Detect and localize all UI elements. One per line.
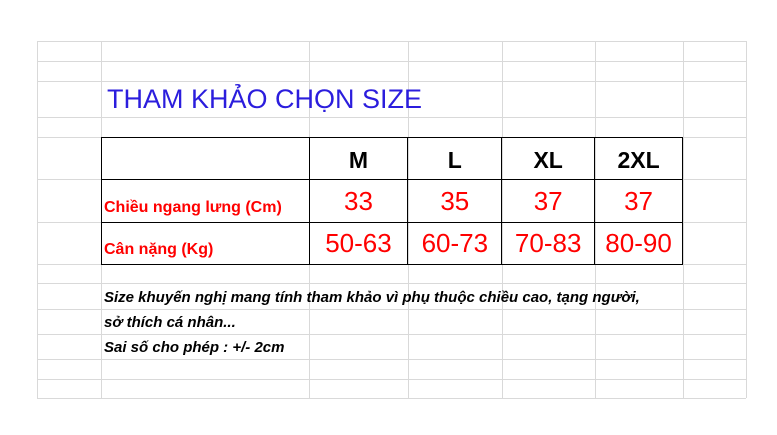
size-header: 2XL (594, 137, 683, 180)
gridline (746, 41, 747, 398)
size-header: XL (501, 137, 596, 180)
gridline (37, 41, 38, 398)
empty-cell (101, 137, 310, 180)
value-cell: 35 (407, 179, 503, 223)
value-cell: 33 (308, 179, 409, 223)
value-cell: 60-73 (407, 222, 503, 265)
gridline (37, 398, 746, 399)
gridline (37, 334, 746, 335)
note-line: Size khuyến nghị mang tính tham khảo vì … (104, 289, 640, 306)
row-label: Chiều ngang lưng (Cm) (101, 179, 310, 223)
value-cell: 70-83 (501, 222, 596, 265)
size-header: M (308, 137, 409, 180)
value-cell: 80-90 (594, 222, 683, 265)
note-line: sở thích cá nhân... (104, 314, 236, 331)
gridline (37, 359, 746, 360)
value-cell: 37 (594, 179, 683, 223)
note-line: Sai số cho phép : +/- 2cm (104, 339, 285, 356)
size-header: L (407, 137, 503, 180)
table-row: Chiều ngang lưng (Cm) 33 35 37 37 (101, 179, 683, 223)
page-title: THAM KHẢO CHỌN SIZE (107, 84, 423, 114)
row-label: Cân nặng (Kg) (101, 222, 310, 265)
table-header-row: M L XL 2XL (101, 137, 683, 180)
value-cell: 37 (501, 179, 596, 223)
gridline (37, 61, 746, 62)
gridline (37, 41, 746, 42)
gridline (37, 379, 746, 380)
size-table: M L XL 2XL Chiều ngang lưng (Cm) 33 35 3… (101, 137, 683, 265)
gridline (37, 283, 746, 284)
gridline (37, 117, 746, 118)
gridline (37, 309, 746, 310)
table-row: Cân nặng (Kg) 50-63 60-73 70-83 80-90 (101, 222, 683, 265)
gridline (683, 41, 684, 398)
gridline (37, 264, 746, 265)
gridline (37, 81, 746, 82)
value-cell: 50-63 (308, 222, 409, 265)
